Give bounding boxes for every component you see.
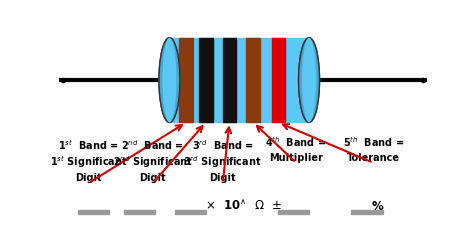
Text: 1$^{st}$ Significant: 1$^{st}$ Significant: [50, 154, 128, 170]
Text: Digit: Digit: [140, 173, 166, 183]
Bar: [169, 38, 309, 122]
Bar: [78, 210, 109, 214]
Text: Digit: Digit: [75, 173, 102, 183]
Bar: [124, 210, 155, 214]
Bar: [272, 38, 284, 122]
Text: 1$^{st}$  Band =: 1$^{st}$ Band =: [58, 138, 119, 152]
Bar: [278, 210, 309, 214]
Text: Multiplier: Multiplier: [269, 153, 323, 163]
Text: Tolerance: Tolerance: [347, 153, 400, 163]
Bar: [351, 210, 383, 214]
Ellipse shape: [299, 38, 319, 122]
Bar: [169, 38, 309, 122]
Ellipse shape: [163, 38, 176, 122]
Text: 5$^{th}$  Band =: 5$^{th}$ Band =: [343, 135, 404, 148]
Text: 3$^{rd}$  Band =: 3$^{rd}$ Band =: [192, 138, 254, 152]
Ellipse shape: [159, 38, 180, 122]
Ellipse shape: [163, 38, 176, 122]
Text: 2$^{nd}$ Significant: 2$^{nd}$ Significant: [113, 154, 193, 170]
Bar: [199, 38, 213, 122]
Text: $\times$  10$^{\wedge}$  $\Omega$  $\pm$: $\times$ 10$^{\wedge}$ $\Omega$ $\pm$: [204, 199, 282, 213]
Text: 2$^{nd}$  Band =: 2$^{nd}$ Band =: [121, 138, 184, 152]
Bar: [175, 210, 206, 214]
Bar: [246, 38, 260, 122]
Ellipse shape: [159, 38, 180, 122]
Bar: [222, 38, 237, 122]
Ellipse shape: [299, 38, 319, 122]
Bar: [179, 38, 193, 122]
Text: %: %: [371, 200, 383, 213]
Text: 4$^{th}$  Band =: 4$^{th}$ Band =: [265, 135, 327, 148]
Ellipse shape: [302, 38, 316, 122]
Ellipse shape: [302, 38, 316, 122]
Text: Digit: Digit: [210, 173, 236, 183]
Text: 3$^{rd}$ Significant: 3$^{rd}$ Significant: [183, 154, 262, 170]
